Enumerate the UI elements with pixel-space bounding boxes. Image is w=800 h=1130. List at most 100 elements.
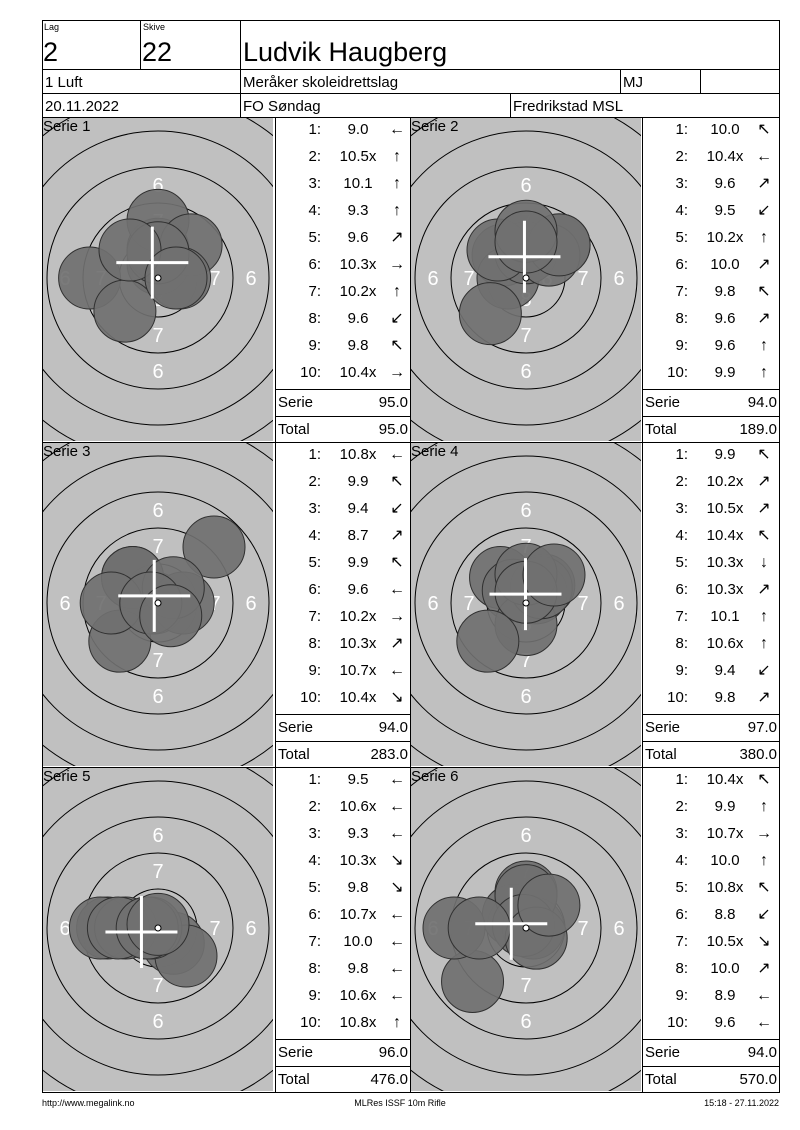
skive-label: Skive xyxy=(143,22,165,32)
shot-score: 9.4 xyxy=(348,500,369,517)
shot-number: 9: xyxy=(675,662,688,679)
shot-direction: → xyxy=(389,608,405,625)
target-center xyxy=(522,924,530,932)
shot-direction: ↗ xyxy=(390,635,403,652)
series-sum: 94.0 xyxy=(748,1044,777,1061)
shot-direction: ↖ xyxy=(757,771,770,788)
shot-score: 9.3 xyxy=(348,825,369,842)
shot-number: 2: xyxy=(675,148,688,165)
shot-direction: ↗ xyxy=(757,310,770,327)
shot-direction: ↑ xyxy=(760,608,768,625)
shot-score: 10.2x xyxy=(340,608,377,625)
shot-number: 4: xyxy=(308,527,321,544)
shot-score: 10.1 xyxy=(710,608,739,625)
shot-number: 1: xyxy=(308,771,321,788)
shot-direction: ↙ xyxy=(390,310,403,327)
ring-label: 6 xyxy=(59,918,70,940)
shot-direction: ← xyxy=(389,121,405,138)
shot-score: 9.8 xyxy=(348,879,369,896)
total-label: Total xyxy=(645,1071,677,1088)
series-sum: 94.0 xyxy=(379,719,408,736)
shot-number: 3: xyxy=(675,500,688,517)
shot-score: 10.4x xyxy=(707,148,744,165)
skive: 22 xyxy=(142,37,172,67)
ring-label: 6 xyxy=(520,825,531,847)
shot-number: 6: xyxy=(308,906,321,923)
shot-score: 9.5 xyxy=(348,771,369,788)
shot-number: 3: xyxy=(675,825,688,842)
shot-direction: ← xyxy=(389,581,405,598)
ring-label: 7 xyxy=(152,536,163,558)
shot-score: 10.6x xyxy=(340,798,377,815)
shot-number: 8: xyxy=(675,635,688,652)
ring xyxy=(43,455,273,751)
shot-number: 5: xyxy=(675,229,688,246)
shot-direction: ↖ xyxy=(390,473,403,490)
shot-score: 10.4x xyxy=(707,771,744,788)
shot-direction: ← xyxy=(756,1014,772,1031)
class: 1 Luft xyxy=(45,74,83,91)
shot-number: 7: xyxy=(308,933,321,950)
shot-score: 8.7 xyxy=(348,527,369,544)
sum-label: Serie xyxy=(278,394,313,411)
shot-score: 9.3 xyxy=(348,202,369,219)
shot-direction: ↙ xyxy=(390,500,403,517)
series-title: Serie 2 xyxy=(411,118,459,135)
ring-label: 7 xyxy=(520,325,531,347)
shot-direction: ↗ xyxy=(757,175,770,192)
shot-number: 9: xyxy=(308,662,321,679)
shot-number: 8: xyxy=(308,635,321,652)
shot-number: 6: xyxy=(675,906,688,923)
shot-number: 4: xyxy=(308,852,321,869)
sum-label: Serie xyxy=(645,719,680,736)
shot-number: 5: xyxy=(308,554,321,571)
running-total: 476.0 xyxy=(370,1071,408,1088)
frame xyxy=(42,20,780,1093)
shot-number: 9: xyxy=(675,337,688,354)
ring-label: 6 xyxy=(520,500,531,522)
class-code: MJ xyxy=(623,74,643,91)
ring xyxy=(411,130,641,426)
shot-number: 1: xyxy=(675,771,688,788)
shot-direction: ↗ xyxy=(757,960,770,977)
sum-label: Serie xyxy=(645,394,680,411)
shot-number: 2: xyxy=(308,473,321,490)
shot-score: 10.7x xyxy=(340,662,377,679)
ring-label: 6 xyxy=(520,1011,531,1033)
shot-number: 5: xyxy=(308,229,321,246)
shot-score: 10.5x xyxy=(707,500,744,517)
ring-label: 6 xyxy=(613,268,624,290)
ring-label: 6 xyxy=(427,268,438,290)
shot-score: 10.5x xyxy=(340,148,377,165)
shot-score: 10.3x xyxy=(340,635,377,652)
shot-score: 10.7x xyxy=(340,906,377,923)
shot-direction: ↙ xyxy=(757,202,770,219)
shot-direction: ↖ xyxy=(757,527,770,544)
running-total: 380.0 xyxy=(739,746,777,763)
ring xyxy=(411,780,641,1076)
ring-label: 7 xyxy=(463,593,474,615)
shot-score: 10.2x xyxy=(707,473,744,490)
ring xyxy=(46,491,270,715)
target: 888877776666 xyxy=(43,118,273,441)
shot-number: 1: xyxy=(675,446,688,463)
shot-direction: ↗ xyxy=(390,229,403,246)
sum-label: Serie xyxy=(278,1044,313,1061)
running-total: 95.0 xyxy=(379,421,408,438)
shot-number: 2: xyxy=(308,148,321,165)
shot-score: 9.8 xyxy=(348,960,369,977)
total-label: Total xyxy=(278,1071,310,1088)
ring-label: 7 xyxy=(577,918,588,940)
shot-direction: ← xyxy=(756,987,772,1004)
shot-direction: ↘ xyxy=(390,689,403,706)
lag: 2 xyxy=(43,37,58,67)
shot-score: 10.0 xyxy=(710,852,739,869)
shot-hole xyxy=(458,282,522,346)
ring-label: 6 xyxy=(427,593,438,615)
series-sum: 97.0 xyxy=(748,719,777,736)
ring-label: 7 xyxy=(520,650,531,672)
shot-direction: ↘ xyxy=(757,933,770,950)
ring-label: 6 xyxy=(245,918,256,940)
footer-timestamp: 15:18 - 27.11.2022 xyxy=(704,1098,779,1108)
shot-direction: ↖ xyxy=(757,283,770,300)
